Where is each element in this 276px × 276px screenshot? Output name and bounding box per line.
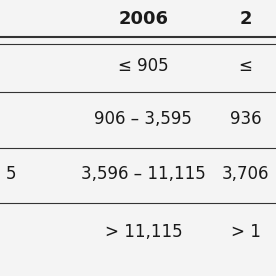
Text: 2: 2 bbox=[239, 10, 252, 28]
Text: 906 – 3,595: 906 – 3,595 bbox=[94, 110, 192, 128]
Text: 2006: 2006 bbox=[118, 10, 168, 28]
Text: 3,596 – 11,115: 3,596 – 11,115 bbox=[81, 165, 206, 183]
Text: 5: 5 bbox=[6, 165, 16, 183]
Text: ≤ 905: ≤ 905 bbox=[118, 57, 169, 75]
Text: 3,706: 3,706 bbox=[222, 165, 269, 183]
Text: > 1: > 1 bbox=[230, 223, 260, 241]
Text: > 11,115: > 11,115 bbox=[105, 223, 182, 241]
Text: ≤: ≤ bbox=[238, 57, 252, 75]
Text: 936: 936 bbox=[230, 110, 261, 128]
